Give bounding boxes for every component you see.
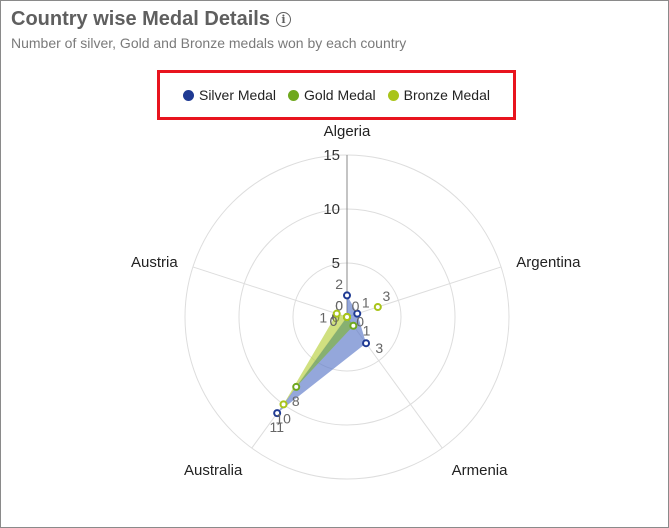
- series-point-1: [292, 382, 301, 391]
- data-label: 1: [319, 310, 327, 326]
- title-row: Country wise Medal Details i: [11, 8, 406, 31]
- legend-marker-bronze: [387, 89, 399, 101]
- legend-label-silver: Silver Medal: [198, 87, 277, 103]
- legend-marker-silver: [182, 89, 194, 101]
- data-label: 0: [330, 313, 338, 329]
- category-label: Australia: [184, 462, 243, 479]
- category-label: Austria: [131, 254, 178, 271]
- legend-item-gold[interactable]: Gold Medal: [288, 87, 376, 103]
- series-point-2: [373, 302, 382, 311]
- data-label: 0: [335, 297, 343, 313]
- data-label: 2: [335, 276, 343, 292]
- radial-tick-label: 10: [323, 201, 340, 218]
- chart-title: Country wise Medal Details: [11, 8, 270, 30]
- data-label: 0: [356, 314, 364, 330]
- chart-subtitle: Number of silver, Gold and Bronze medals…: [11, 35, 407, 51]
- radial-tick-label: 15: [323, 147, 340, 164]
- legend: Silver Medal Gold Medal Bronze Medal: [157, 70, 516, 120]
- data-label: 10: [275, 410, 291, 426]
- series-point-0: [343, 291, 351, 300]
- data-label: 11: [270, 419, 285, 435]
- axis-spoke: [192, 266, 348, 318]
- info-icon[interactable]: i: [275, 12, 291, 27]
- chart-header: Country wise Medal Details i Number of s…: [11, 8, 406, 51]
- series-point-0: [353, 309, 362, 318]
- data-label: 8: [292, 393, 300, 409]
- legend-marker-gold: [288, 89, 300, 101]
- data-label: 3: [375, 340, 383, 356]
- series-point-2: [332, 309, 341, 318]
- data-label: 0: [330, 313, 338, 329]
- radial-tick-label: 5: [332, 255, 340, 272]
- series-point-2: [279, 400, 288, 409]
- legend-item-silver[interactable]: Silver Medal: [182, 87, 277, 103]
- data-label: 0: [335, 297, 343, 313]
- category-label: Argentina: [516, 254, 581, 271]
- series-point-2: [343, 313, 351, 321]
- data-label: 1: [363, 322, 371, 338]
- series-point-0: [362, 339, 371, 348]
- data-label: 3: [382, 288, 390, 304]
- legend-item-bronze[interactable]: Bronze Medal: [387, 87, 490, 103]
- series-point-1: [349, 321, 358, 330]
- legend-label-bronze: Bronze Medal: [403, 87, 490, 103]
- series-area-1: [296, 317, 354, 387]
- series-point-0: [273, 409, 282, 418]
- category-label: Armenia: [452, 462, 509, 479]
- axis-spoke: [346, 266, 502, 318]
- category-label: Algeria: [324, 123, 371, 140]
- series-area-2: [283, 306, 378, 405]
- data-label: 1: [362, 295, 370, 311]
- data-label: 0: [352, 298, 360, 314]
- legend-label-gold: Gold Medal: [304, 87, 376, 103]
